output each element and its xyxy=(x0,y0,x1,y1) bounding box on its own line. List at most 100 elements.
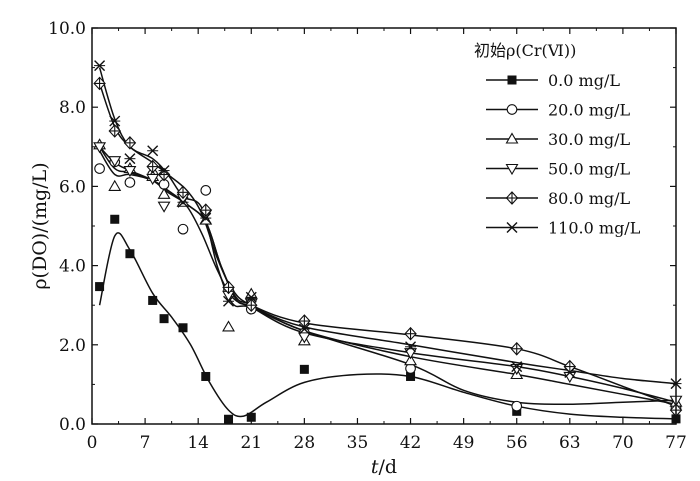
fit-curves xyxy=(98,67,677,420)
data-point xyxy=(297,332,311,344)
data-point xyxy=(406,371,416,381)
data-point xyxy=(146,159,159,174)
legend: 初始ρ(Cr(Ⅵ)) 0.0 mg/L 20.0 mg/L 30.0 mg/L 50.… xyxy=(474,41,641,238)
legend-label: 50.0 mg/L xyxy=(548,160,631,179)
data-point xyxy=(199,203,213,217)
legend-marker xyxy=(505,132,519,144)
data-point xyxy=(178,323,188,333)
legend-marker xyxy=(507,75,517,85)
legend-item: 110.0 mg/L xyxy=(486,219,641,238)
data-point xyxy=(94,60,106,72)
data-point xyxy=(298,314,311,328)
data-point xyxy=(95,282,105,292)
data-point xyxy=(245,298,258,313)
data-point xyxy=(108,124,121,138)
legend-label: 30.0 mg/L xyxy=(548,130,631,149)
x-axis-label-unit: /d xyxy=(379,456,398,478)
legend-item: 80.0 mg/L xyxy=(486,189,631,208)
x-tick-label: 35 xyxy=(347,433,369,453)
data-point xyxy=(201,371,211,381)
data-point xyxy=(93,76,106,91)
data-point xyxy=(176,185,190,200)
data-point xyxy=(564,367,576,379)
data-point xyxy=(157,201,171,213)
x-axis-label-var: t xyxy=(371,456,379,478)
legend-label: 0.0 mg/L xyxy=(548,71,620,90)
data-point xyxy=(123,136,137,150)
y-tick-label: 0.0 xyxy=(59,415,86,435)
data-point xyxy=(511,361,523,373)
data-point xyxy=(404,348,417,360)
x-tick-label: 7 xyxy=(140,433,151,453)
legend-item: 0.0 mg/L xyxy=(486,71,620,90)
y-axis: 0.0 2.0 4.0 6.0 8.0 10.0 xyxy=(48,19,676,435)
x-tick-label: 63 xyxy=(559,433,581,453)
data-point xyxy=(200,212,212,224)
data-point xyxy=(222,320,235,332)
x-tick-label: 21 xyxy=(240,433,262,453)
x-axis: 0 7 14 21 28 35 42 49 56 63 70 77 xyxy=(87,28,687,453)
data-point xyxy=(110,214,120,224)
data-point xyxy=(510,341,523,356)
fit-curve xyxy=(98,146,677,405)
data-point xyxy=(299,364,309,374)
x-tick-label: 49 xyxy=(453,433,475,453)
y-tick-label: 10.0 xyxy=(48,19,86,39)
data-point xyxy=(109,115,121,127)
data-point xyxy=(93,142,107,154)
legend-marker xyxy=(505,163,519,176)
y-tick-label: 8.0 xyxy=(59,98,86,118)
data-point xyxy=(108,179,122,191)
x-tick-label: 28 xyxy=(294,433,316,453)
y-tick-label: 6.0 xyxy=(59,177,86,197)
y-axis-label: ρ(DO)/(mg/L) xyxy=(29,162,51,289)
legend-item: 50.0 mg/L xyxy=(486,160,631,179)
data-point xyxy=(404,326,417,341)
data-point xyxy=(123,166,137,178)
data-point xyxy=(224,414,234,424)
legend-title: 初始ρ(Cr(Ⅵ)) xyxy=(474,41,576,60)
data-point xyxy=(405,363,416,374)
legend-marker xyxy=(506,104,518,115)
x-tick-label: 77 xyxy=(665,433,687,453)
data-point xyxy=(159,314,169,324)
data-point xyxy=(157,187,171,199)
legend-label: 80.0 mg/L xyxy=(548,189,631,208)
x-tick-label: 0 xyxy=(87,433,98,453)
x-axis-label: t/d xyxy=(371,456,397,478)
data-point xyxy=(298,323,310,335)
y-tick-label: 2.0 xyxy=(59,336,86,356)
data-point xyxy=(158,165,170,177)
data-point xyxy=(94,163,105,174)
data-point xyxy=(222,280,235,295)
data-point xyxy=(124,177,136,188)
data-point xyxy=(108,156,122,168)
legend-label: 20.0 mg/L xyxy=(548,101,631,120)
data-point xyxy=(146,173,160,186)
legend-marker xyxy=(506,222,518,233)
data-points xyxy=(93,60,683,424)
data-point xyxy=(148,295,158,305)
x-tick-label: 70 xyxy=(612,433,634,453)
data-point xyxy=(125,249,135,259)
y-tick-label: 4.0 xyxy=(59,257,86,277)
legend-label: 110.0 mg/L xyxy=(548,219,641,238)
legend-item: 30.0 mg/L xyxy=(486,130,631,149)
data-point xyxy=(246,412,256,422)
data-point xyxy=(124,153,136,165)
x-tick-label: 56 xyxy=(506,433,528,453)
legend-item: 20.0 mg/L xyxy=(486,101,631,120)
data-point xyxy=(177,223,189,235)
x-tick-label: 14 xyxy=(187,433,209,453)
data-point xyxy=(223,295,235,307)
data-point xyxy=(511,400,523,412)
fit-curve xyxy=(99,146,677,403)
x-tick-label: 42 xyxy=(400,433,422,453)
data-point xyxy=(147,145,159,157)
legend-marker xyxy=(505,191,519,205)
data-point xyxy=(245,291,257,303)
data-point xyxy=(405,341,417,353)
data-point xyxy=(404,354,417,366)
